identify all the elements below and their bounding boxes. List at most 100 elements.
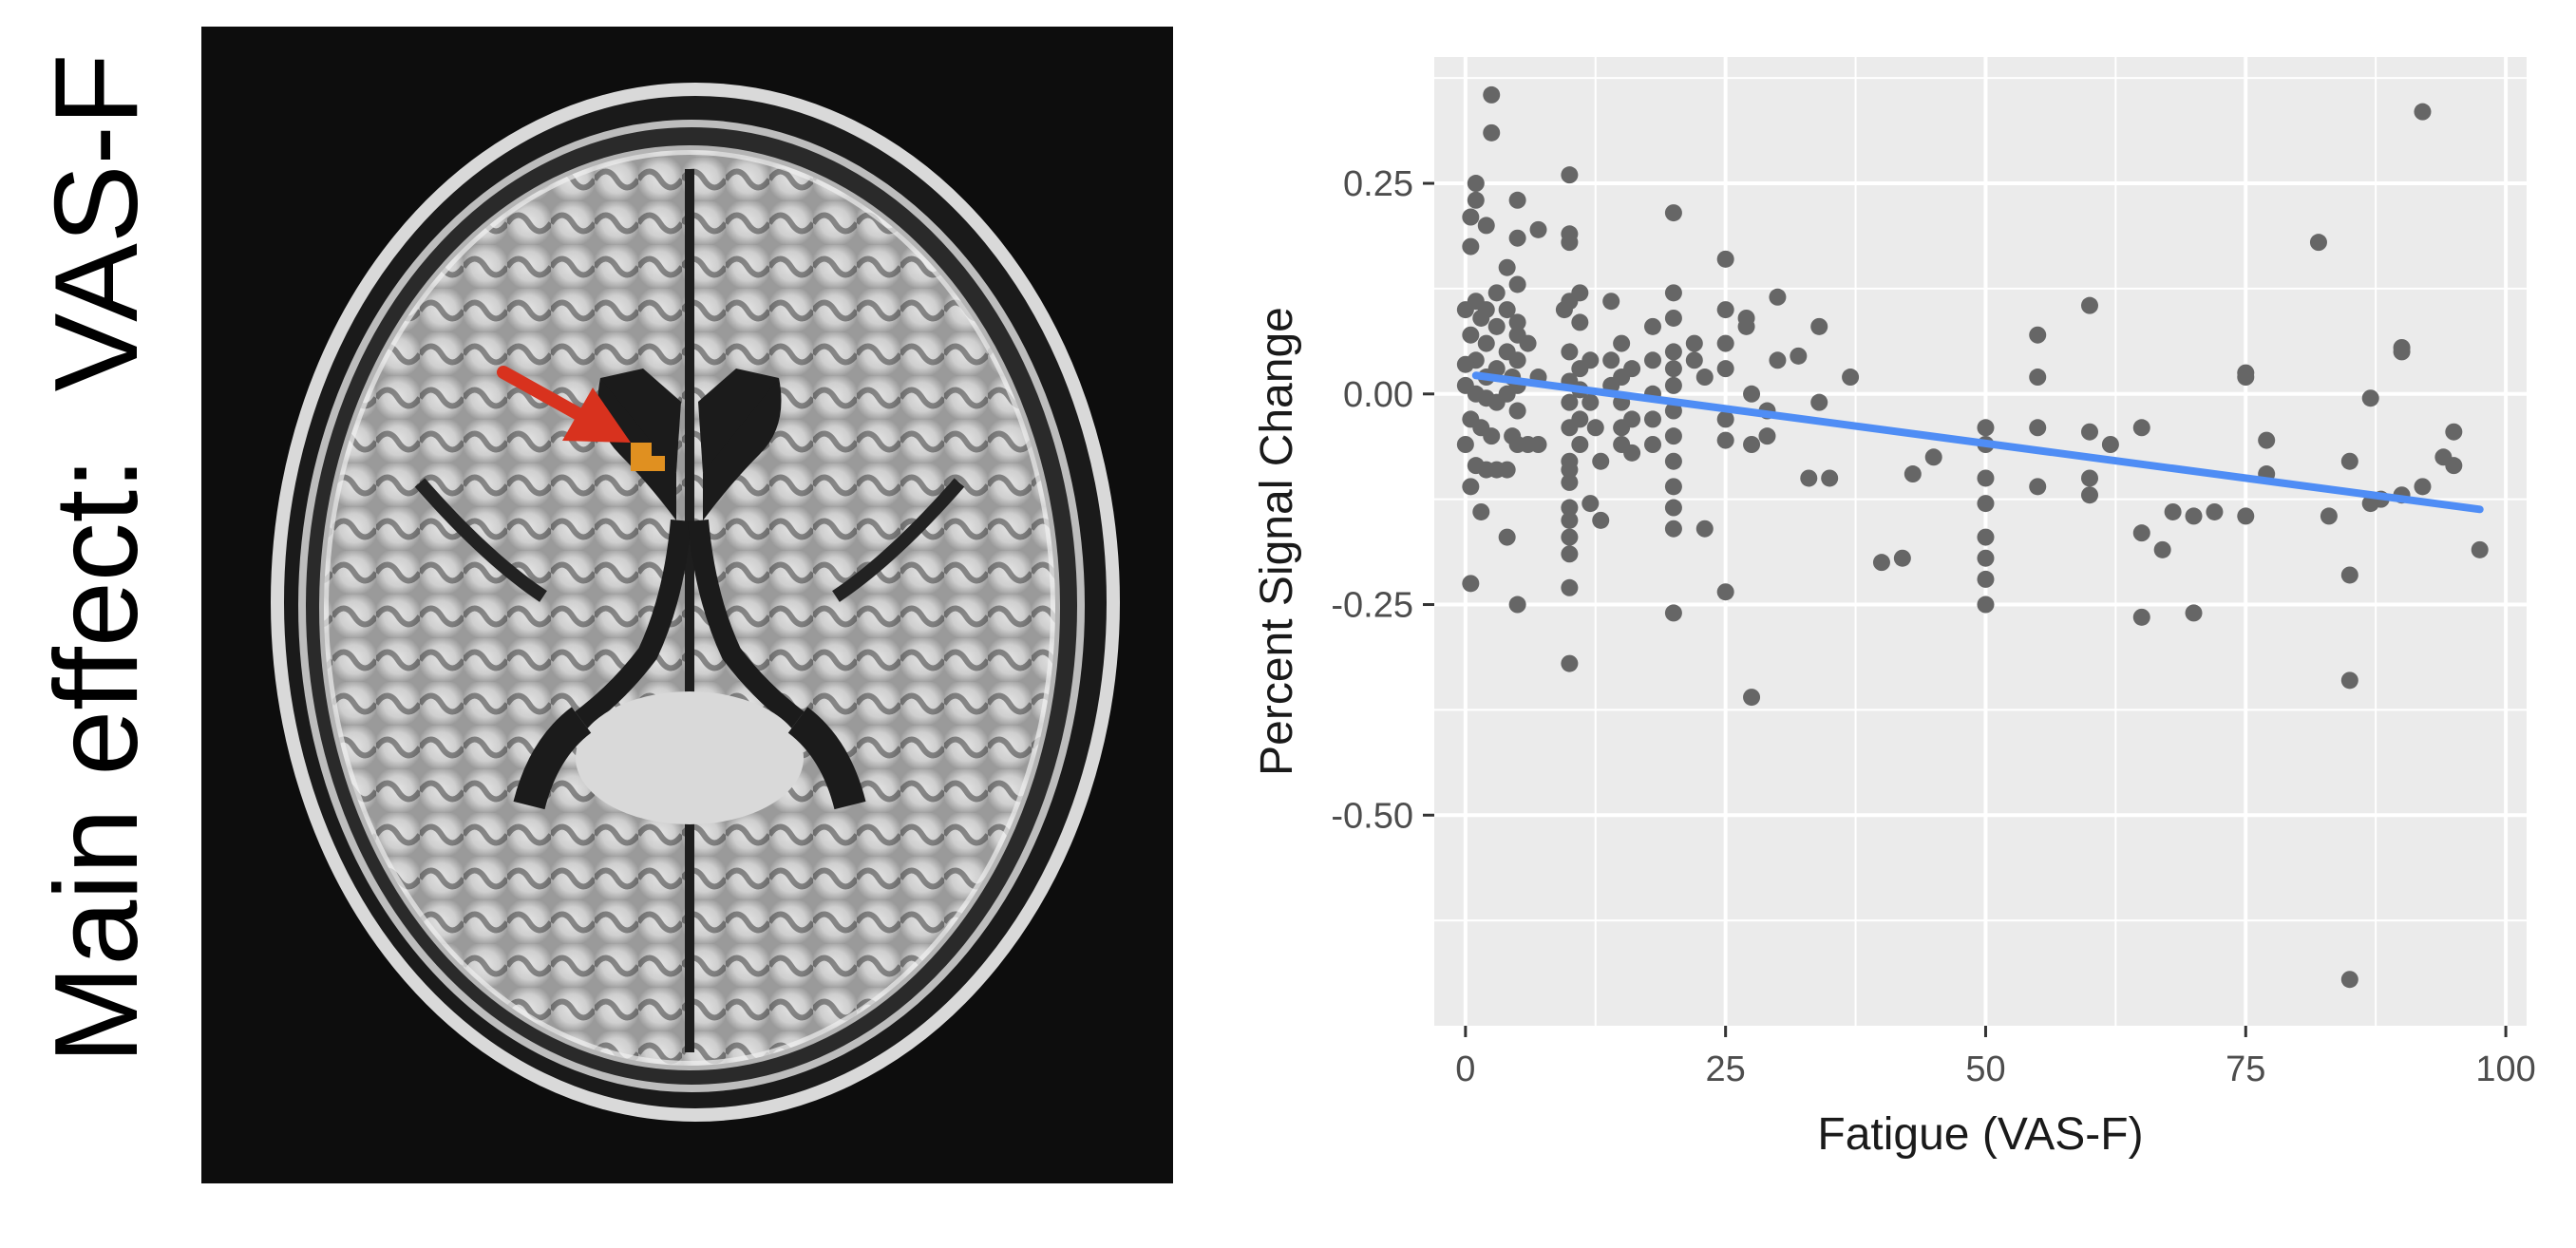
data-point	[1644, 317, 1661, 335]
data-point	[1508, 596, 1526, 614]
data-point	[1456, 355, 1474, 373]
data-point	[2081, 296, 2098, 314]
data-point	[1483, 123, 1501, 142]
data-point	[1602, 293, 1620, 311]
data-point	[1508, 313, 1526, 331]
data-point	[1977, 495, 1995, 513]
data-point	[2029, 478, 2047, 496]
data-point	[1716, 334, 1734, 352]
data-point	[1664, 499, 1682, 517]
data-point	[1519, 334, 1537, 352]
data-point	[1561, 343, 1579, 361]
data-point	[1582, 393, 1600, 411]
y-tick-label: 0.25	[1343, 164, 1413, 204]
data-point	[2185, 507, 2203, 525]
data-point	[1456, 436, 1474, 453]
data-point	[1716, 410, 1734, 428]
data-point	[1716, 431, 1734, 449]
data-point	[1872, 554, 1890, 572]
data-point	[1561, 511, 1579, 529]
mri-brain-image	[201, 27, 1173, 1183]
data-point	[1571, 436, 1589, 453]
data-point	[1623, 444, 1641, 462]
data-point	[1561, 654, 1579, 672]
data-point	[1664, 204, 1682, 222]
data-point	[1664, 427, 1682, 445]
data-point	[1602, 351, 1620, 369]
data-point	[1498, 301, 1516, 319]
data-point	[1561, 461, 1579, 479]
data-point	[1561, 528, 1579, 546]
data-point	[1561, 393, 1579, 411]
data-point	[1467, 191, 1485, 209]
data-point	[1743, 385, 1761, 403]
data-point	[1508, 351, 1526, 369]
data-point	[1529, 220, 1547, 238]
data-point	[1716, 360, 1734, 378]
data-point	[1695, 369, 1714, 387]
data-point	[1592, 452, 1610, 470]
data-point	[1477, 217, 1495, 235]
scatter-chart: 0.25 0.00 -0.25 -0.50 0 25 50 75 100 Fatigue (V…	[1252, 57, 2536, 1160]
data-point	[1477, 334, 1495, 352]
red-arrow-icon	[497, 366, 631, 443]
data-point	[1664, 284, 1682, 302]
data-point	[1467, 175, 1485, 193]
data-point	[2081, 469, 2098, 487]
data-point	[2309, 234, 2327, 252]
data-point	[1508, 229, 1526, 247]
data-point	[2361, 389, 2379, 407]
y-axis-ticks: 0.25 0.00 -0.25 -0.50	[1331, 164, 1434, 836]
data-point	[2445, 457, 2463, 475]
data-point	[1977, 528, 1995, 546]
data-point	[1664, 452, 1682, 470]
data-point	[2029, 419, 2047, 437]
data-point	[1743, 436, 1761, 453]
data-point	[1498, 258, 1516, 276]
data-point	[1800, 469, 1818, 487]
data-point	[1483, 427, 1501, 445]
data-point	[1664, 604, 1682, 622]
data-point	[1977, 570, 1995, 588]
x-tick-label: 50	[1965, 1049, 2005, 1089]
data-point	[1769, 351, 1787, 369]
data-point	[1664, 309, 1682, 327]
x-tick-label: 100	[2475, 1049, 2535, 1089]
data-point	[2414, 103, 2432, 121]
data-point	[1582, 351, 1600, 369]
data-point	[1644, 351, 1661, 369]
data-point	[1695, 520, 1714, 538]
data-point	[1893, 549, 1911, 567]
data-point	[1977, 549, 1995, 567]
data-point	[1582, 495, 1600, 513]
data-point	[1842, 369, 1860, 387]
data-point	[2340, 566, 2358, 584]
data-point	[1561, 545, 1579, 563]
data-point	[1472, 502, 1490, 520]
data-point	[1623, 410, 1641, 428]
data-point	[2414, 478, 2432, 496]
data-point	[1977, 596, 1995, 614]
data-point	[2393, 343, 2411, 361]
data-point	[1716, 250, 1734, 268]
data-point	[1472, 309, 1490, 327]
data-point	[1790, 347, 1808, 365]
data-point	[1508, 402, 1526, 420]
data-points	[1456, 85, 2489, 989]
data-point	[1664, 478, 1682, 496]
data-point	[2101, 436, 2119, 453]
data-point	[1462, 575, 1480, 593]
data-point	[2340, 452, 2358, 470]
data-point	[1561, 166, 1579, 184]
data-point	[2164, 502, 2182, 520]
data-point	[1508, 275, 1526, 293]
data-point	[2153, 540, 2171, 558]
regression-line	[1471, 371, 2484, 514]
data-point	[1487, 284, 1506, 302]
data-point	[1462, 478, 1480, 496]
data-point	[1613, 334, 1631, 352]
x-axis-title: Fatigue (VAS-F)	[1817, 1109, 2143, 1160]
data-point	[2081, 486, 2098, 504]
data-point	[1977, 469, 1995, 487]
data-point	[1561, 578, 1579, 596]
